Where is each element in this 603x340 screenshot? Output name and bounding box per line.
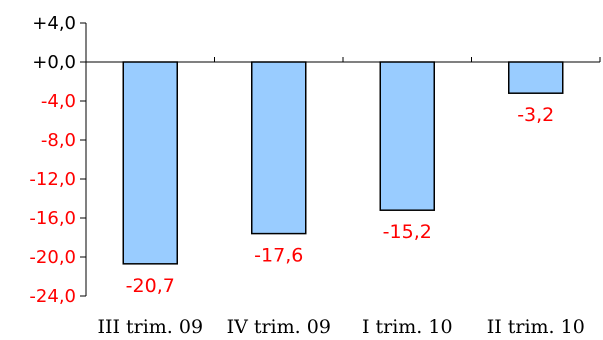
y-tick-label: -12,0 — [29, 169, 76, 190]
y-tick-label: -24,0 — [29, 286, 76, 307]
bars — [122, 61, 564, 265]
y-tick-label: -4,0 — [41, 91, 76, 112]
data-label: -17,6 — [254, 245, 303, 267]
category-label: I trim. 10 — [362, 316, 453, 338]
bar — [508, 61, 564, 94]
y-tick-label: -20,0 — [29, 247, 76, 268]
category-label: II trim. 10 — [487, 316, 585, 338]
y-tick-label: -8,0 — [41, 130, 76, 151]
data-label: -20,7 — [126, 275, 175, 297]
bar — [122, 61, 178, 265]
category-labels: III trim. 09 IV trim. 09 I trim. 10 II trim… — [97, 316, 584, 338]
category-label: IV trim. 09 — [227, 316, 331, 338]
data-label: -15,2 — [383, 221, 432, 243]
y-tick-label: +0,0 — [32, 52, 76, 73]
category-label: III trim. 09 — [97, 316, 203, 338]
bar — [379, 61, 435, 211]
y-tick-label: -16,0 — [29, 208, 76, 229]
y-tick-label: +4,0 — [32, 13, 76, 34]
y-axis: +4,0 +0,0 -4,0 -8,0 -12,0 -16,0 -20,0 -24,0 — [29, 13, 601, 307]
bar — [251, 61, 307, 235]
data-label: -3,2 — [517, 104, 554, 126]
data-labels: -20,7 -17,6 -15,2 -3,2 — [126, 104, 555, 297]
